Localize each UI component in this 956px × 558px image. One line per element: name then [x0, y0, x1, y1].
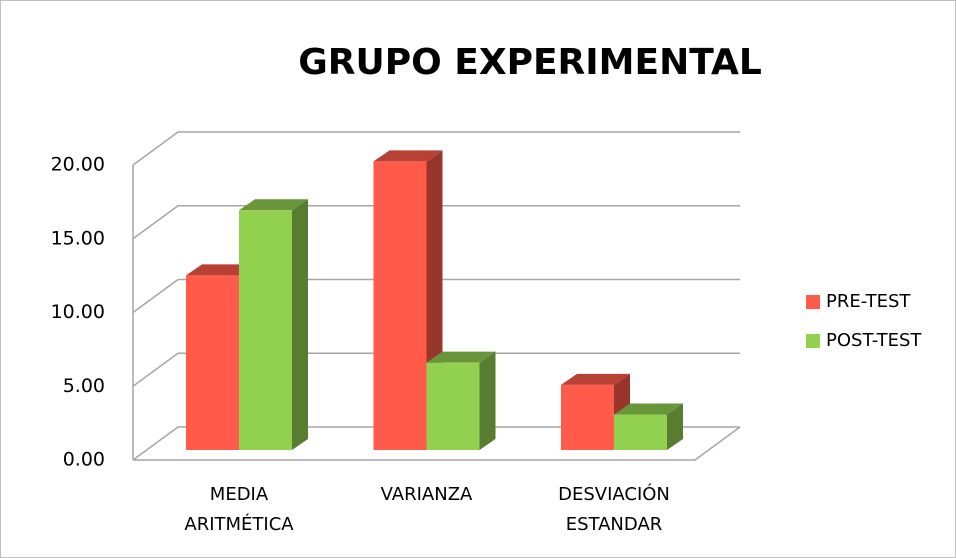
bar	[614, 414, 667, 450]
x-tick-label: VARIANZA	[380, 484, 473, 505]
grid-line	[132, 205, 740, 240]
bar	[561, 384, 614, 450]
bar-top	[561, 373, 630, 385]
grid-line	[132, 278, 740, 314]
y-tick-label: 15.00	[51, 227, 105, 249]
grid-line	[132, 352, 740, 387]
bar	[239, 210, 292, 450]
grid-line	[132, 131, 740, 166]
y-tick-label: 20.00	[51, 154, 105, 176]
bar	[186, 275, 239, 450]
bar-top	[373, 150, 443, 162]
x-tick-label: MEDIA ARITMÉTICA	[184, 484, 294, 535]
legend-label: PRE-TEST	[826, 291, 911, 312]
bar-side	[667, 403, 683, 450]
bar-top	[239, 199, 308, 211]
y-tick-label: 5.00	[63, 375, 105, 397]
legend-label: POST-TEST	[826, 330, 922, 351]
bar-top	[426, 351, 496, 363]
y-tick-label: 10.00	[51, 301, 105, 323]
bar	[426, 362, 480, 450]
bar-side	[479, 351, 496, 450]
chart-title: GRUPO EXPERIMENTAL	[298, 42, 762, 83]
legend-swatch	[806, 334, 820, 348]
floor	[133, 426, 741, 461]
bar-top	[614, 403, 683, 415]
grid-line	[132, 426, 740, 461]
bar	[373, 161, 427, 450]
x-tick-label: DESVIACIÓN ESTANDAR	[558, 484, 670, 535]
bar-side	[292, 199, 308, 450]
legend-swatch	[806, 295, 820, 309]
bar-top	[186, 264, 255, 276]
y-tick-label: 0.00	[63, 449, 105, 471]
